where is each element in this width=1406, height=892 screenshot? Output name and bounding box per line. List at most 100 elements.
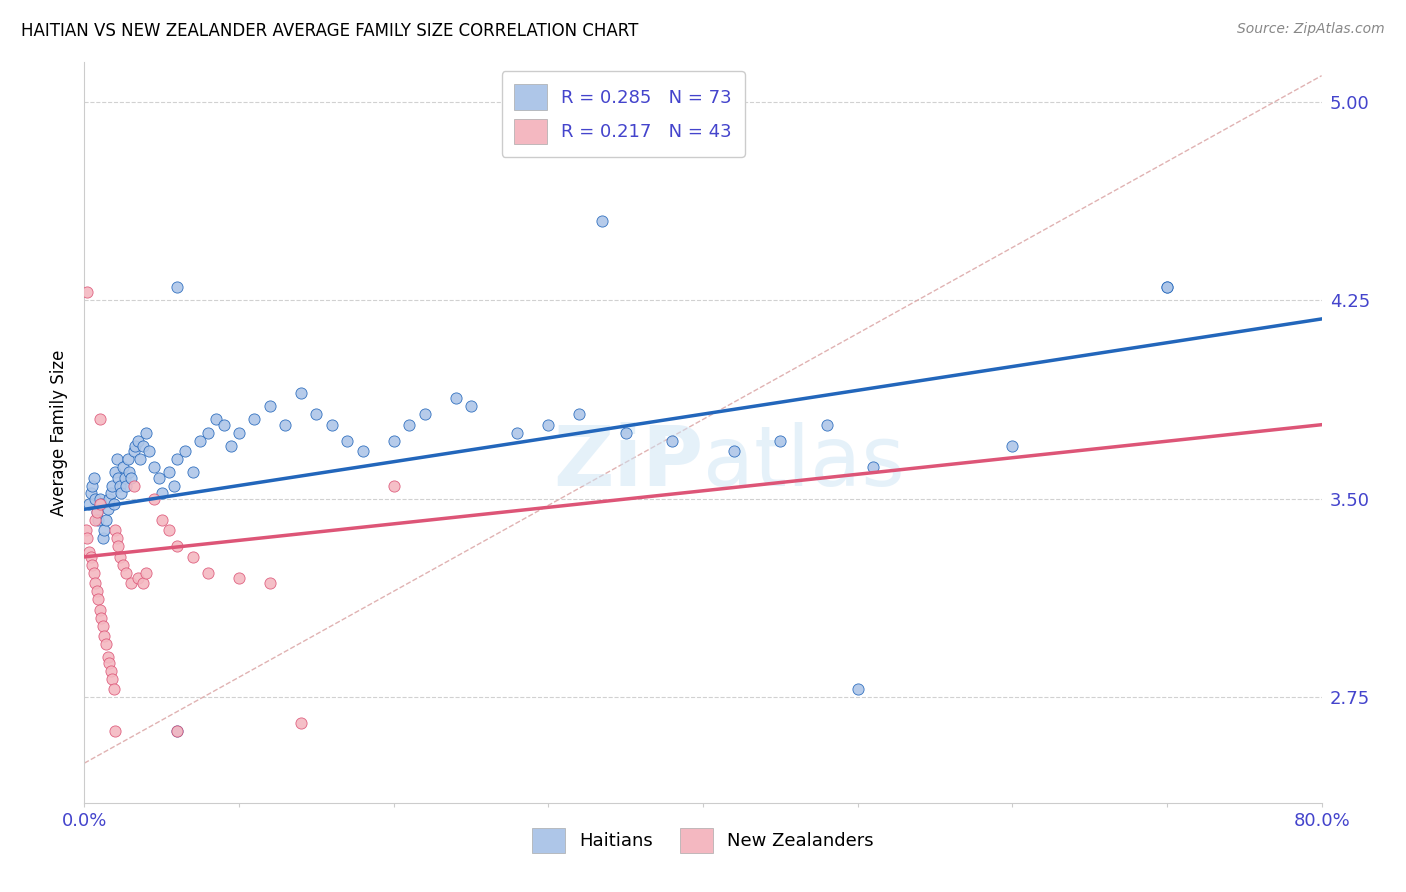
Point xyxy=(135,425,157,440)
Point xyxy=(148,470,170,484)
Point xyxy=(89,497,111,511)
Point xyxy=(413,407,436,421)
Point xyxy=(723,444,745,458)
Point xyxy=(398,417,420,432)
Point xyxy=(84,491,107,506)
Text: atlas: atlas xyxy=(703,422,904,503)
Point xyxy=(181,549,204,564)
Point xyxy=(382,478,405,492)
Point xyxy=(127,434,149,448)
Point xyxy=(76,285,98,300)
Point xyxy=(243,412,266,426)
Point xyxy=(101,672,124,686)
Point xyxy=(290,386,312,401)
Point xyxy=(181,465,204,479)
Point xyxy=(305,407,328,421)
Point xyxy=(166,539,188,553)
Point xyxy=(382,434,405,448)
Point xyxy=(460,399,482,413)
Point xyxy=(506,425,529,440)
Point xyxy=(135,566,157,580)
Point xyxy=(84,576,107,591)
Point xyxy=(321,417,343,432)
Point xyxy=(86,584,108,599)
Point xyxy=(91,532,114,546)
Point xyxy=(86,505,108,519)
Point xyxy=(75,524,97,538)
Point xyxy=(77,544,100,558)
Point xyxy=(86,505,108,519)
Y-axis label: Average Family Size: Average Family Size xyxy=(51,350,69,516)
Point xyxy=(107,539,129,553)
Point xyxy=(815,417,838,432)
Point xyxy=(166,280,188,294)
Point xyxy=(122,444,145,458)
Point xyxy=(259,399,281,413)
Point xyxy=(166,452,188,467)
Point xyxy=(79,486,101,500)
Point xyxy=(122,478,145,492)
Point xyxy=(83,566,105,580)
Point xyxy=(352,444,374,458)
Point xyxy=(107,470,129,484)
Point xyxy=(862,460,884,475)
Point xyxy=(90,611,112,625)
Legend: Haitians, New Zealanders: Haitians, New Zealanders xyxy=(524,821,882,861)
Point xyxy=(101,478,124,492)
Point xyxy=(94,637,117,651)
Point xyxy=(138,444,160,458)
Point xyxy=(212,417,235,432)
Point xyxy=(120,576,142,591)
Point xyxy=(93,524,115,538)
Point xyxy=(79,549,101,564)
Point xyxy=(103,497,125,511)
Point xyxy=(166,724,188,739)
Point xyxy=(89,412,111,426)
Point xyxy=(89,603,111,617)
Point xyxy=(103,682,125,697)
Point xyxy=(159,465,180,479)
Point xyxy=(143,491,166,506)
Point xyxy=(104,465,127,479)
Point xyxy=(205,412,228,426)
Point xyxy=(110,486,132,500)
Point xyxy=(132,439,155,453)
Point xyxy=(115,478,138,492)
Point xyxy=(105,452,128,467)
Point xyxy=(82,558,104,572)
Point xyxy=(219,439,242,453)
Point xyxy=(129,452,152,467)
Point xyxy=(112,460,135,475)
Point xyxy=(108,549,131,564)
Point xyxy=(614,425,637,440)
Point xyxy=(104,524,127,538)
Point xyxy=(96,502,118,516)
Point xyxy=(228,425,250,440)
Point xyxy=(159,524,180,538)
Point xyxy=(336,434,359,448)
Point xyxy=(82,478,104,492)
Point xyxy=(846,682,869,697)
Point xyxy=(96,650,118,665)
Point xyxy=(83,470,105,484)
Point xyxy=(1156,280,1178,294)
Point xyxy=(118,465,141,479)
Point xyxy=(150,486,173,500)
Point xyxy=(174,444,197,458)
Point xyxy=(94,513,117,527)
Point xyxy=(143,460,166,475)
Point xyxy=(114,470,136,484)
Point xyxy=(163,478,186,492)
Point xyxy=(1001,439,1024,453)
Point xyxy=(98,656,121,670)
Point xyxy=(127,571,149,585)
Text: ZiP: ZiP xyxy=(553,422,703,503)
Point xyxy=(91,618,114,632)
Point xyxy=(568,407,591,421)
Point xyxy=(89,491,111,506)
Point xyxy=(197,566,219,580)
Point xyxy=(104,724,127,739)
Point xyxy=(1156,280,1178,294)
Point xyxy=(100,486,122,500)
Point xyxy=(76,532,98,546)
